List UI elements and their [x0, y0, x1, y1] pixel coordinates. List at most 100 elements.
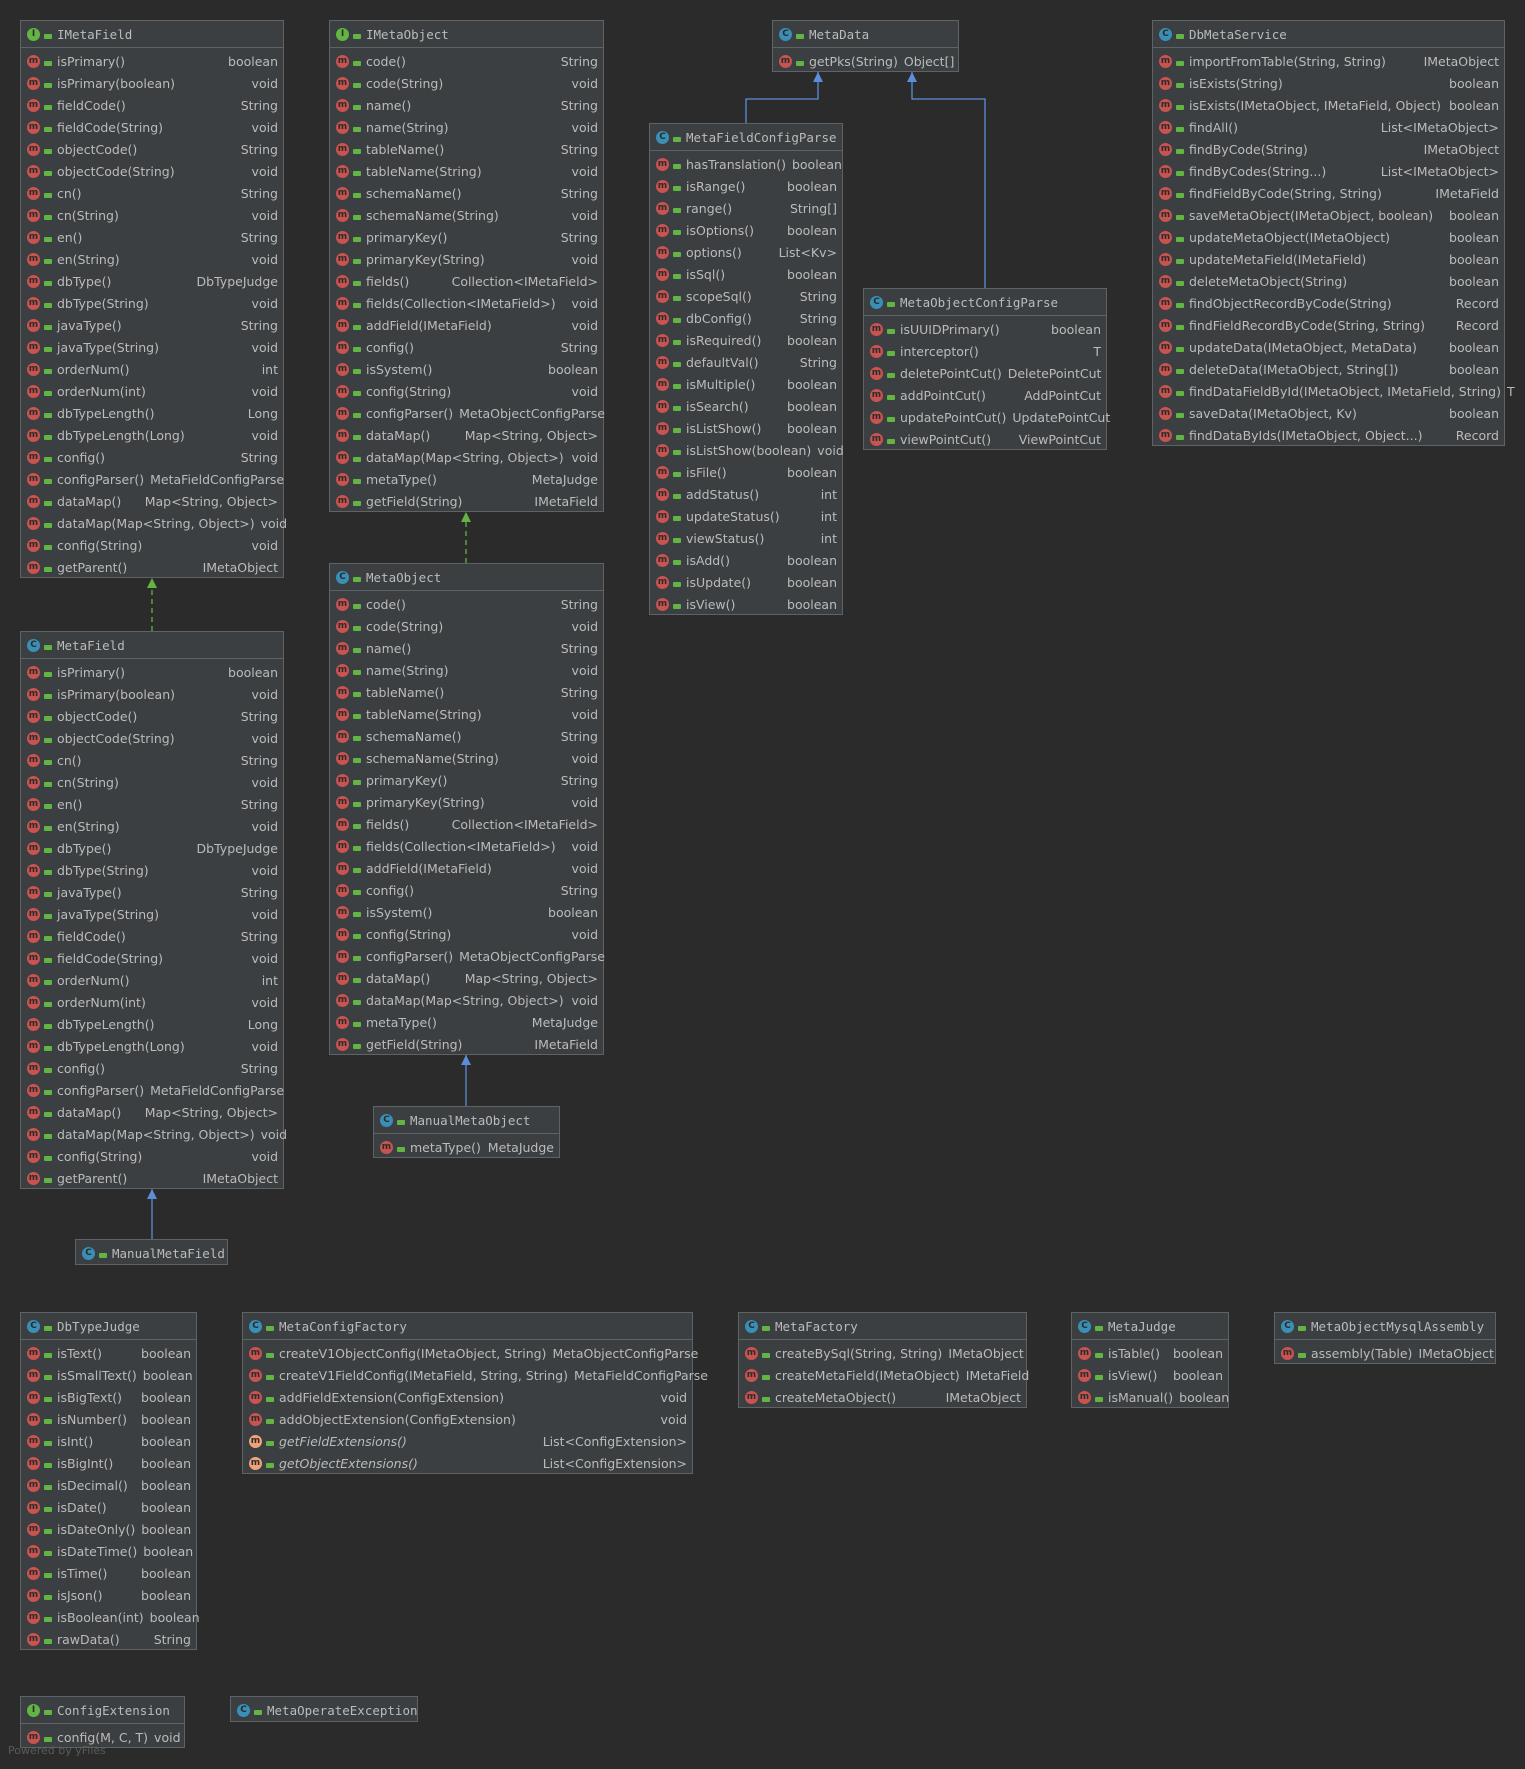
- method-row[interactable]: m fieldCode() String: [21, 925, 283, 947]
- method-row[interactable]: m metaType() MetaJudge: [330, 1011, 603, 1033]
- method-row[interactable]: m fieldCode() String: [21, 94, 283, 116]
- method-row[interactable]: m en(String) void: [21, 815, 283, 837]
- method-row[interactable]: m isPrimary(boolean) void: [21, 72, 283, 94]
- method-row[interactable]: m schemaName(String) void: [330, 204, 603, 226]
- method-row[interactable]: m isDecimal() boolean: [21, 1474, 196, 1496]
- method-row[interactable]: m createMetaField(IMetaObject) IMetaField: [739, 1364, 1029, 1386]
- method-row[interactable]: m fields() Collection<IMetaField>: [330, 813, 603, 835]
- class-box-meta-object-config-parse[interactable]: C MetaObjectConfigParse m isUUIDPrimary() bo…: [863, 288, 1110, 450]
- method-row[interactable]: m isBoolean(int) boolean: [21, 1606, 200, 1628]
- method-row[interactable]: m code(String) void: [330, 615, 603, 637]
- method-row[interactable]: m isView() boolean: [1072, 1364, 1228, 1386]
- class-box-meta-factory[interactable]: C MetaFactory m createBySql(String, String)…: [738, 1312, 1029, 1408]
- method-row[interactable]: m addField(IMetaField) void: [330, 857, 603, 879]
- method-row[interactable]: m addPointCut() AddPointCut: [864, 384, 1106, 406]
- class-box-meta-judge[interactable]: C MetaJudge m isTable() boolean m isView() bool…: [1071, 1312, 1229, 1408]
- class-header[interactable]: C ManualMetaObject: [374, 1107, 559, 1134]
- method-row[interactable]: m primaryKey(String) void: [330, 248, 603, 270]
- method-row[interactable]: m configParser() MetaFieldConfigParse: [21, 468, 284, 490]
- method-row[interactable]: m fieldCode(String) void: [21, 116, 283, 138]
- method-row[interactable]: m dataMap() Map<String, Object>: [21, 490, 283, 512]
- method-row[interactable]: m schemaName() String: [330, 182, 603, 204]
- class-box-meta-data[interactable]: C MetaData m getPks(String) Object[]: [772, 20, 959, 72]
- class-header[interactable]: C MetaObject: [330, 564, 603, 591]
- class-header[interactable]: C MetaObjectMysqlAssembly: [1275, 1313, 1495, 1340]
- method-row[interactable]: m deletePointCut() DeletePointCut: [864, 362, 1106, 384]
- method-row[interactable]: m metaType() MetaJudge: [330, 468, 603, 490]
- method-row[interactable]: m saveMetaObject(IMetaObject, boolean) boo…: [1153, 204, 1504, 226]
- method-row[interactable]: m en() String: [21, 226, 283, 248]
- method-row[interactable]: m hasTranslation() boolean: [650, 153, 842, 175]
- method-row[interactable]: m config() String: [330, 336, 603, 358]
- method-row[interactable]: m findDataFieldById(IMetaObject, IMetaFie…: [1153, 380, 1515, 402]
- class-box-meta-object-mysql-assembly[interactable]: C MetaObjectMysqlAssembly m assembly(Table)…: [1274, 1312, 1496, 1364]
- method-row[interactable]: m createBySql(String, String) IMetaObject: [739, 1342, 1026, 1364]
- method-row[interactable]: m isSystem() boolean: [330, 901, 603, 923]
- method-row[interactable]: m dataMap(Map<String, Object>) void: [330, 446, 603, 468]
- class-box-manual-meta-field[interactable]: C ManualMetaField: [75, 1239, 228, 1265]
- method-row[interactable]: m javaType(String) void: [21, 336, 283, 358]
- class-header[interactable]: I IMetaField: [21, 21, 283, 48]
- method-row[interactable]: m isSql() boolean: [650, 263, 842, 285]
- method-row[interactable]: m isDateOnly() boolean: [21, 1518, 196, 1540]
- method-row[interactable]: m isTable() boolean: [1072, 1342, 1228, 1364]
- method-row[interactable]: m isView() boolean: [650, 593, 842, 615]
- method-row[interactable]: m dataMap() Map<String, Object>: [21, 1101, 283, 1123]
- method-row[interactable]: m findFieldByCode(String, String) IMetaFie…: [1153, 182, 1504, 204]
- method-row[interactable]: m isExists(String) boolean: [1153, 72, 1504, 94]
- method-row[interactable]: m isBigText() boolean: [21, 1386, 196, 1408]
- method-row[interactable]: m isPrimary() boolean: [21, 50, 283, 72]
- class-box-meta-field-config-parse[interactable]: C MetaFieldConfigParse m hasTranslation() bo…: [649, 123, 844, 615]
- method-row[interactable]: m dataMap(Map<String, Object>) void: [330, 989, 603, 1011]
- method-row[interactable]: m defaultVal() String: [650, 351, 842, 373]
- method-row[interactable]: m findFieldRecordByCode(String, String) Re…: [1153, 314, 1504, 336]
- class-header[interactable]: C MetaFactory: [739, 1313, 1026, 1340]
- method-row[interactable]: m fieldCode(String) void: [21, 947, 283, 969]
- method-row[interactable]: m viewStatus() int: [650, 527, 842, 549]
- method-row[interactable]: m isFile() boolean: [650, 461, 842, 483]
- method-row[interactable]: m javaType() String: [21, 881, 283, 903]
- method-row[interactable]: m isRequired() boolean: [650, 329, 842, 351]
- method-row[interactable]: m interceptor() T: [864, 340, 1106, 362]
- class-header[interactable]: C DbMetaService: [1153, 21, 1504, 48]
- class-box-meta-object[interactable]: C MetaObject m code() String m code(String) voi…: [329, 563, 605, 1055]
- method-row[interactable]: m configParser() MetaObjectConfigParse: [330, 945, 605, 967]
- method-row[interactable]: m updateMetaField(IMetaField) boolean: [1153, 248, 1504, 270]
- method-row[interactable]: m isListShow() boolean: [650, 417, 842, 439]
- method-row[interactable]: m primaryKey() String: [330, 769, 603, 791]
- method-row[interactable]: m findByCodes(String...) List<IMetaObject>: [1153, 160, 1504, 182]
- method-row[interactable]: m name() String: [330, 94, 603, 116]
- method-row[interactable]: m fields(Collection<IMetaField>) void: [330, 292, 603, 314]
- method-row[interactable]: m updatePointCut() UpdatePointCut: [864, 406, 1110, 428]
- method-row[interactable]: m isSmallText() boolean: [21, 1364, 196, 1386]
- method-row[interactable]: m isMultiple() boolean: [650, 373, 842, 395]
- method-row[interactable]: m configParser() MetaObjectConfigParse: [330, 402, 605, 424]
- class-header[interactable]: C MetaJudge: [1072, 1313, 1228, 1340]
- method-row[interactable]: m code(String) void: [330, 72, 603, 94]
- method-row[interactable]: m primaryKey(String) void: [330, 791, 603, 813]
- method-row[interactable]: m isPrimary() boolean: [21, 661, 283, 683]
- method-row[interactable]: m orderNum() int: [21, 969, 283, 991]
- method-row[interactable]: m dbType(String) void: [21, 292, 283, 314]
- method-row[interactable]: m importFromTable(String, String) IMetaObj…: [1153, 50, 1504, 72]
- method-row[interactable]: m dbType() DbTypeJudge: [21, 270, 283, 292]
- method-row[interactable]: m dataMap() Map<String, Object>: [330, 424, 603, 446]
- method-row[interactable]: m isExists(IMetaObject, IMetaField, Objec…: [1153, 94, 1504, 116]
- class-header[interactable]: C MetaObjectConfigParse: [864, 289, 1106, 316]
- class-header[interactable]: C ManualMetaField: [76, 1240, 227, 1266]
- method-row[interactable]: m getParent() IMetaObject: [21, 556, 283, 578]
- method-row[interactable]: m code() String: [330, 50, 603, 72]
- method-row[interactable]: m config() String: [330, 879, 603, 901]
- method-row[interactable]: m isAdd() boolean: [650, 549, 842, 571]
- method-row[interactable]: m findAll() List<IMetaObject>: [1153, 116, 1504, 138]
- method-row[interactable]: m addField(IMetaField) void: [330, 314, 603, 336]
- method-row[interactable]: m options() List<Kv>: [650, 241, 842, 263]
- method-row[interactable]: m isTime() boolean: [21, 1562, 196, 1584]
- method-row[interactable]: m orderNum() int: [21, 358, 283, 380]
- method-row[interactable]: m viewPointCut() ViewPointCut: [864, 428, 1106, 450]
- method-row[interactable]: m isUUIDPrimary() boolean: [864, 318, 1106, 340]
- method-row[interactable]: m saveData(IMetaObject, Kv) boolean: [1153, 402, 1504, 424]
- method-row[interactable]: m dbTypeLength() Long: [21, 1013, 283, 1035]
- method-row[interactable]: m primaryKey() String: [330, 226, 603, 248]
- method-row[interactable]: m orderNum(int) void: [21, 991, 283, 1013]
